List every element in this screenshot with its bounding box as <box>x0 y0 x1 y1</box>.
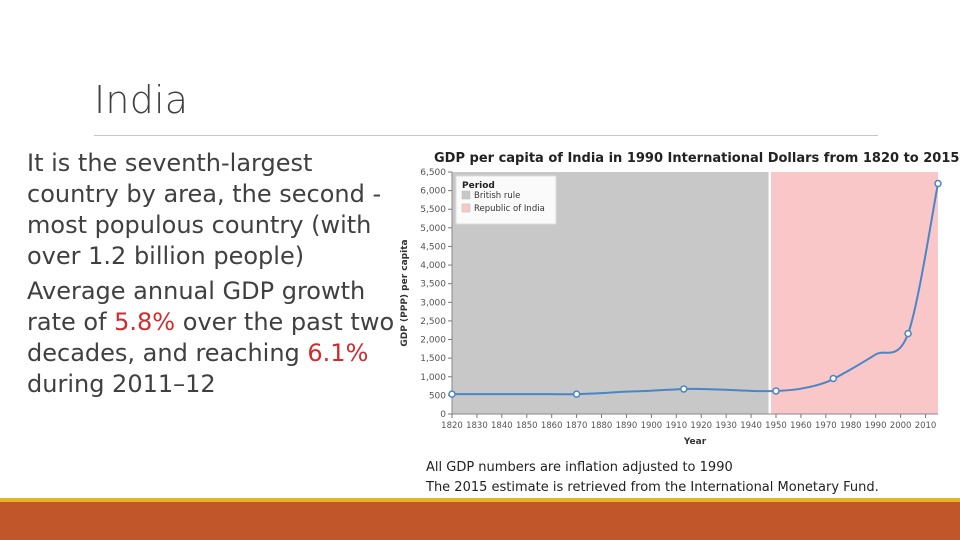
x-tick-label-1920: 1920 <box>690 421 712 431</box>
y-tick-label-6500: 6,500 <box>420 168 446 178</box>
x-tick-label-1940: 1940 <box>740 421 762 431</box>
x-tick-label-1820: 1820 <box>441 421 463 431</box>
y-axis-label: GDP (PPP) per capita <box>400 239 410 346</box>
y-tick-label-4500: 4,500 <box>420 242 446 252</box>
gdp-line-chart: 0 500 1,000 1,500 2,000 2,500 3,000 3,500 4,000 4… <box>400 151 959 447</box>
x-tick-label-1970: 1970 <box>815 421 837 431</box>
y-tick-label-1500: 1,500 <box>420 354 446 364</box>
data-point-1820 <box>448 390 456 398</box>
data-point-1870 <box>572 390 581 398</box>
data-point-2003 <box>904 329 912 338</box>
region-republic-of-india <box>771 172 938 414</box>
data-point-1913 <box>680 385 688 393</box>
y-tick-label-2000: 2,000 <box>420 336 446 346</box>
footer-accent-bar <box>0 502 960 540</box>
gdp-growth-text-2: over the past two decades, and reaching <box>27 308 395 367</box>
x-tick-label-1960: 1960 <box>790 421 812 431</box>
data-point-1973 <box>829 374 838 383</box>
gdp-growth-text-3: during 2011–12 <box>27 370 216 398</box>
x-tick-label-1830: 1830 <box>466 421 488 431</box>
caption-imf-note: The 2015 estimate is retrieved from the … <box>426 480 879 495</box>
y-tick-label-4000: 4,000 <box>420 261 446 271</box>
legend-swatch-british-rule <box>461 190 471 200</box>
x-tick-label-1990: 1990 <box>865 421 887 431</box>
data-point-2015 <box>934 179 942 188</box>
legend-box <box>455 175 557 225</box>
series-line-gdp <box>452 183 939 396</box>
legend-swatch-republic-of-india <box>461 203 471 213</box>
x-tick-label-2010: 2010 <box>915 421 937 431</box>
x-tick-label-1880: 1880 <box>591 421 613 431</box>
y-tick-label-1000: 1,000 <box>420 373 446 383</box>
x-tick-label-1900: 1900 <box>641 421 663 431</box>
x-axis-label: Year <box>683 437 707 447</box>
gdp-growth-text-1: Average annual GDP growth rate of <box>27 277 366 336</box>
caption-inflation-note: All GDP numbers are inflation adjusted t… <box>426 460 733 475</box>
legend-title: Period <box>462 181 495 191</box>
title-divider <box>94 135 878 136</box>
y-tick-label-6000: 6,000 <box>420 187 446 197</box>
x-tick-label-1860: 1860 <box>541 421 563 431</box>
y-tick-label-3000: 3,000 <box>420 298 446 308</box>
growth-2011-highlight: 6.1% <box>307 339 369 367</box>
slide-title: India <box>94 78 189 122</box>
x-tick-label-1910: 1910 <box>665 421 687 431</box>
x-tick-label-1950: 1950 <box>765 421 787 431</box>
body-text: It is the seventh-largest country by are… <box>27 148 397 404</box>
growth-rate-highlight: 5.8% <box>114 308 176 336</box>
x-tick-label-1930: 1930 <box>715 421 737 431</box>
y-tick-label-5000: 5,000 <box>420 224 446 234</box>
legend-label-british-rule: British rule <box>474 191 520 201</box>
y-tick-label-500: 500 <box>429 391 446 401</box>
paragraph-area-population: It is the seventh-largest country by are… <box>27 149 382 270</box>
x-tick-label-1980: 1980 <box>840 421 862 431</box>
y-tick-label-0: 0 <box>440 410 446 420</box>
x-tick-label-1850: 1850 <box>516 421 538 431</box>
legend-label-republic-of-india: Republic of India <box>474 204 545 214</box>
y-tick-label-5500: 5,500 <box>420 205 446 215</box>
x-tick-label-1890: 1890 <box>616 421 638 431</box>
footer-accent-thin <box>0 498 960 502</box>
x-tick-label-1840: 1840 <box>491 421 513 431</box>
x-tick-label-2000: 2000 <box>890 421 912 431</box>
paragraph-gdp-growth: Average annual GDP growth rate of 5.8% o… <box>27 276 397 400</box>
data-point-1950 <box>772 387 780 395</box>
y-tick-label-3500: 3,500 <box>420 280 446 290</box>
chart-title: GDP per capita of India in 1990 Internat… <box>434 151 959 166</box>
x-tick-label-1870: 1870 <box>566 421 588 431</box>
y-tick-label-2500: 2,500 <box>420 317 446 327</box>
